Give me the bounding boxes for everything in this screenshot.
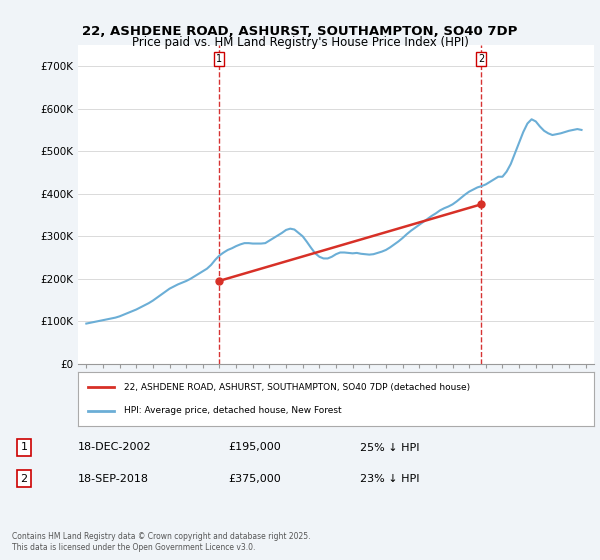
Text: HPI: Average price, detached house, New Forest: HPI: Average price, detached house, New … (124, 406, 342, 415)
Text: 18-SEP-2018: 18-SEP-2018 (78, 474, 149, 484)
Text: Contains HM Land Registry data © Crown copyright and database right 2025.
This d: Contains HM Land Registry data © Crown c… (12, 532, 311, 552)
Text: 1: 1 (216, 54, 222, 64)
Text: £375,000: £375,000 (228, 474, 281, 484)
Text: 2: 2 (478, 54, 484, 64)
Text: 22, ASHDENE ROAD, ASHURST, SOUTHAMPTON, SO40 7DP: 22, ASHDENE ROAD, ASHURST, SOUTHAMPTON, … (82, 25, 518, 38)
Text: 18-DEC-2002: 18-DEC-2002 (78, 442, 152, 452)
Text: 25% ↓ HPI: 25% ↓ HPI (360, 442, 419, 452)
Text: 2: 2 (20, 474, 28, 484)
Point (476, 200, 486, 209)
Point (214, 277, 224, 286)
Text: 23% ↓ HPI: 23% ↓ HPI (360, 474, 419, 484)
Text: £195,000: £195,000 (228, 442, 281, 452)
Text: Price paid vs. HM Land Registry's House Price Index (HPI): Price paid vs. HM Land Registry's House … (131, 36, 469, 49)
Text: 1: 1 (20, 442, 28, 452)
Text: 22, ASHDENE ROAD, ASHURST, SOUTHAMPTON, SO40 7DP (detached house): 22, ASHDENE ROAD, ASHURST, SOUTHAMPTON, … (124, 383, 470, 392)
